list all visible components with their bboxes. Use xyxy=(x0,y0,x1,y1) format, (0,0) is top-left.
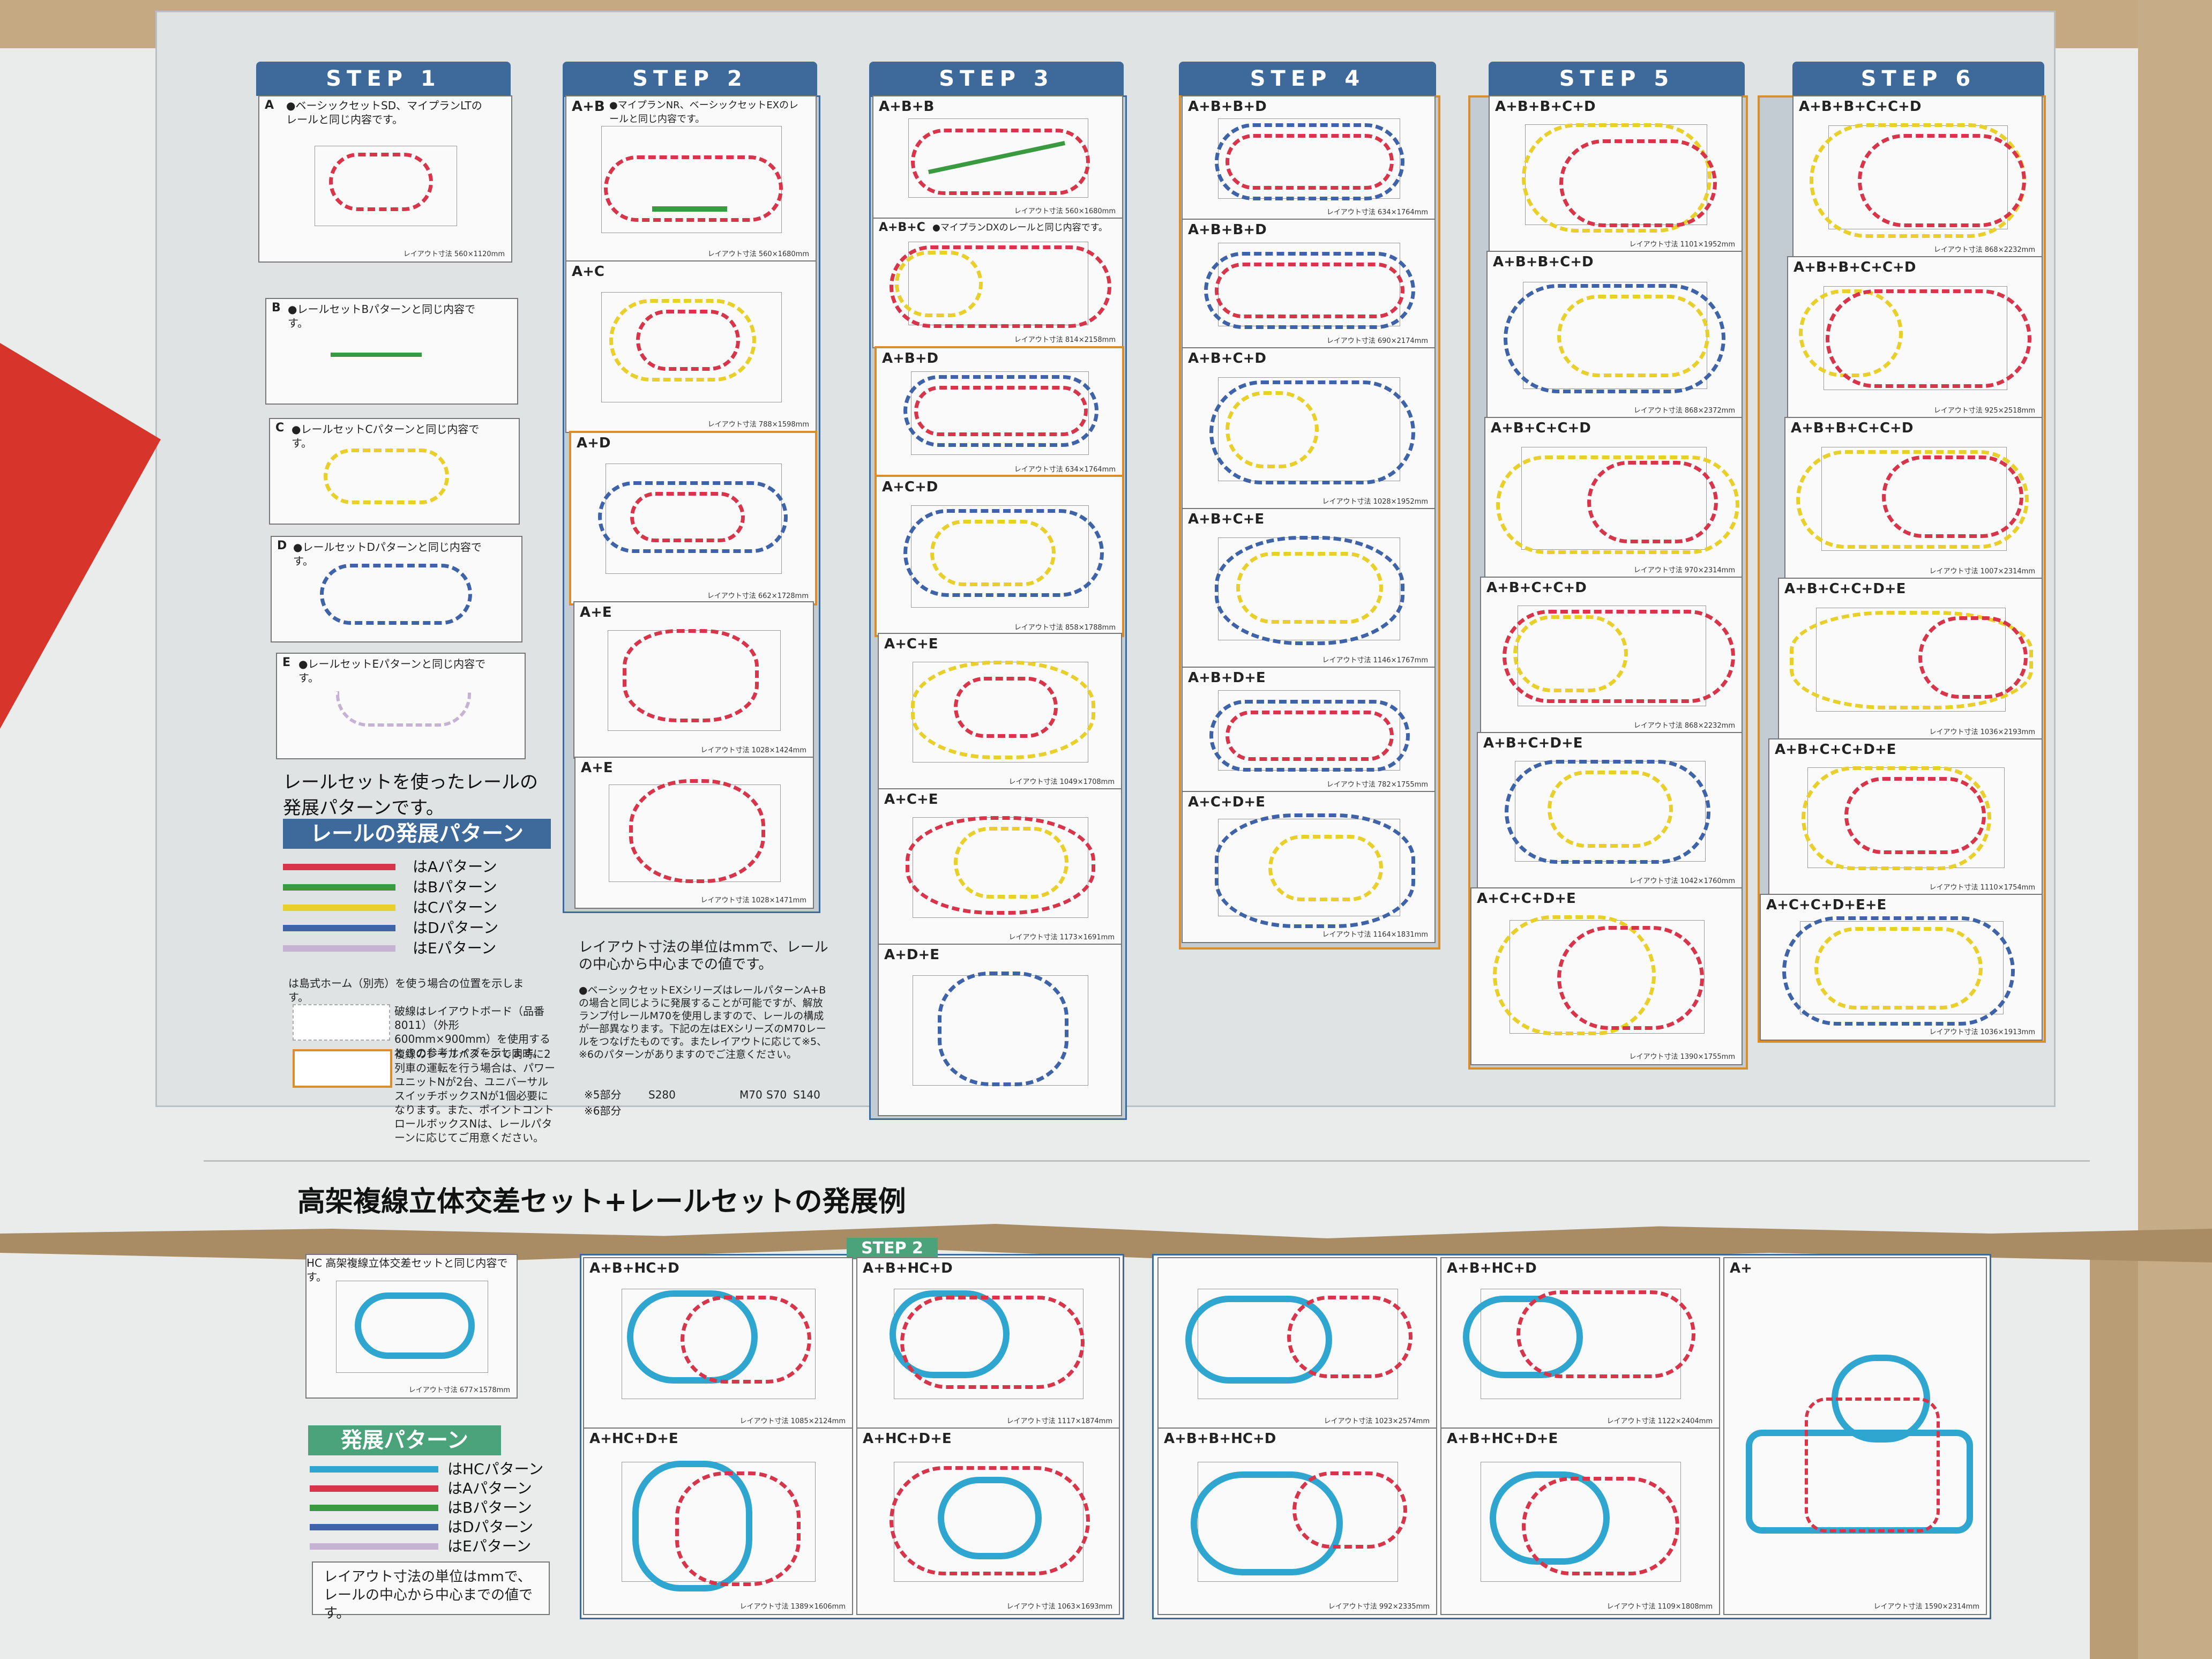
hc-panel-6: A+B+HC+D レイアウト寸法 1122×2404mm xyxy=(1440,1257,1720,1430)
hc-panel-7: A+B+B+HC+D レイアウト寸法 992×2335mm xyxy=(1157,1428,1437,1615)
part-s70: S70 xyxy=(766,1088,787,1101)
step4-tile-5: A+B+D+E レイアウト寸法 782×1755mm xyxy=(1182,667,1436,793)
legend-label-c: はCパターン xyxy=(413,899,498,916)
step2-tile-5: A+E レイアウト寸法 1028×1471mm xyxy=(574,757,814,909)
part-s140: S140 xyxy=(793,1088,820,1101)
part-m70: M70 xyxy=(739,1088,763,1101)
hc-panel-4: A+HC+D+E レイアウト寸法 1063×1693mm xyxy=(856,1428,1120,1615)
step-3-header: STEP 3 xyxy=(869,62,1124,96)
legend-bar-e xyxy=(283,945,395,952)
hc-legend-bar-hc xyxy=(310,1466,438,1473)
step4-tile-2: A+B+B+D レイアウト寸法 690×2174mm xyxy=(1182,219,1436,349)
hc-panel-5: レイアウト寸法 1023×2574mm xyxy=(1157,1257,1437,1430)
step1-tile-a: A ●ベーシックセットSD、マイプランLTのレールと同じ内容です。 レイアウト寸… xyxy=(258,95,512,263)
step2-tile-1: A+B ●マイプランNR、ベーシックセットEXのレールと同じ内容です。 レイアウ… xyxy=(565,95,817,263)
step-1-header: STEP 1 xyxy=(256,62,511,96)
step6-tile-6: A+C+C+D+E+E レイアウト寸法 1036×1913mm xyxy=(1760,894,2043,1041)
step2-tile-3: A+D レイアウト寸法 662×1728mm xyxy=(569,431,817,606)
multi-note: 複線のレールパターンで同時に2列車の運転を行う場合は、パワーユニットNが2台、ユ… xyxy=(394,1048,555,1144)
step1-tile-c: C ●レールセットCパターンと同じ内容です。 xyxy=(269,418,520,525)
legend-bar-d xyxy=(283,925,395,931)
multi-swatch xyxy=(293,1049,392,1088)
hc-legend-bar-e xyxy=(310,1543,438,1550)
step3-tile-7: A+D+E xyxy=(878,944,1122,1116)
units-note: レイアウト寸法の単位はmmで、レールの中心から中心までの値です。 xyxy=(579,939,828,973)
step4-tile-6: A+C+D+E レイアウト寸法 1164×1831mm xyxy=(1182,791,1436,943)
legend-label-b: はBパターン xyxy=(413,878,497,896)
step2-tile-4: A+E レイアウト寸法 1028×1424mm xyxy=(573,601,814,759)
legend-bar-a xyxy=(283,864,395,870)
step1-tile-e: E ●レールセットEパターンと同じ内容です。 xyxy=(276,653,526,759)
step6-tile-5: A+B+C+C+D+E レイアウト寸法 1110×1754mm xyxy=(1768,738,2043,896)
board-note: 破線はレイアウトボード（品番8011）（外形600mm×900mm）を使用すると… xyxy=(394,1005,551,1059)
step4-tile-4: A+B+C+E レイアウト寸法 1146×1767mm xyxy=(1182,508,1436,669)
legend-label-a: はAパターン xyxy=(413,858,497,876)
bottom-units-note-box: レイアウト寸法の単位はmmで、レールの中心から中心までの値です。 xyxy=(312,1561,550,1621)
step5-tile-6: A+C+C+D+E レイアウト寸法 1390×1755mm xyxy=(1470,887,1743,1065)
hc-legend-label-hc: はHCパターン xyxy=(447,1460,544,1478)
hc-legend-label-b: はBパターン xyxy=(447,1499,532,1516)
step-4-header: STEP 4 xyxy=(1179,62,1436,96)
hc-legend-label-e: はEパターン xyxy=(447,1537,532,1555)
legend-bar-b xyxy=(283,884,395,891)
step6-tile-2: A+B+B+C+C+D レイアウト寸法 925×2518mm xyxy=(1787,256,2043,419)
hc-panel-2: A+B+HC+D レイアウト寸法 1117×1874mm xyxy=(856,1257,1120,1430)
step1-tile-d: D ●レールセットDパターンと同じ内容です。 xyxy=(271,536,522,642)
board-swatch xyxy=(293,1004,390,1041)
hc-legend-bar-d xyxy=(310,1524,438,1530)
step5-tile-2: A+B+B+C+D レイアウト寸法 868×2372mm xyxy=(1486,251,1743,419)
hc-tile: HC 高架複線立体交差セットと同じ内容です。 レイアウト寸法 677×1578m… xyxy=(305,1254,518,1399)
cardboard-right xyxy=(2138,0,2212,1659)
step3-tile-2: A+B+C ●マイプランDXのレールと同じ内容です。 レイアウト寸法 814×2… xyxy=(872,218,1123,348)
step2-tab: STEP 2 xyxy=(847,1238,938,1259)
step-2-header: STEP 2 xyxy=(563,62,817,96)
step5-tile-5: A+B+C+D+E レイアウト寸法 1042×1760mm xyxy=(1477,732,1743,890)
legend-bar-c xyxy=(283,905,395,911)
hc-legend-label-d: はDパターン xyxy=(447,1518,534,1536)
step6-tile-1: A+B+B+C+C+D レイアウト寸法 868×2232mm xyxy=(1792,95,2043,258)
step-6-header: STEP 6 xyxy=(1792,62,2044,96)
legend-label-d: はDパターン xyxy=(413,919,499,937)
section-divider xyxy=(204,1160,2090,1162)
legend-intro: レールセットを使ったレールの発展パターンです。 xyxy=(283,772,538,819)
step-5-header: STEP 5 xyxy=(1489,62,1745,96)
step3-tile-5: A+C+E レイアウト寸法 1049×1708mm xyxy=(878,633,1122,790)
part-r5: ※5部分 xyxy=(584,1088,622,1101)
step4-tile-1: A+B+B+D レイアウト寸法 634×1764mm xyxy=(1182,95,1436,221)
step2-tile-2: A+C レイアウト寸法 788×1598mm xyxy=(565,260,817,433)
step4-tile-3: A+B+C+D レイアウト寸法 1028×1952mm xyxy=(1182,347,1436,510)
step5-tile-4: A+B+C+C+D レイアウト寸法 868×2232mm xyxy=(1480,577,1743,734)
hc-panel-9: A+ レイアウト寸法 1590×2314mm xyxy=(1723,1257,1987,1615)
hc-panel-8: A+B+HC+D+E レイアウト寸法 1109×1808mm xyxy=(1440,1428,1720,1615)
legend-heading: レールの発展パターン xyxy=(283,819,551,849)
part-r6: ※6部分 xyxy=(584,1104,622,1117)
ex-series-note: ●ベーシックセットEXシリーズはレールパターンA+Bの場合と同じように発展するこ… xyxy=(579,984,827,1060)
step5-tile-1: A+B+B+C+D レイアウト寸法 1101×1952mm xyxy=(1489,95,1743,253)
step3-tile-1: A+B+B レイアウト寸法 560×1680mm xyxy=(872,95,1123,220)
legend-label-e: はEパターン xyxy=(413,939,497,957)
step3-tile-6: A+C+E レイアウト寸法 1173×1691mm xyxy=(878,788,1122,946)
hc-panel-1: A+B+HC+D レイアウト寸法 1085×2124mm xyxy=(583,1257,853,1430)
step5-tile-3: A+B+C+C+D レイアウト寸法 970×2314mm xyxy=(1484,417,1743,579)
hc-legend-label-a: はAパターン xyxy=(447,1479,532,1497)
hc-panel-3: A+HC+D+E レイアウト寸法 1389×1606mm xyxy=(583,1428,853,1615)
hc-legend-heading: 発展パターン xyxy=(308,1425,501,1455)
hc-legend-bar-a xyxy=(310,1485,438,1492)
step6-tile-4: A+B+C+C+D+E レイアウト寸法 1036×2193mm xyxy=(1778,578,2043,741)
step1-tile-b: B ●レールセットBパターンと同じ内容です。 xyxy=(265,298,518,405)
part-s280: S280 xyxy=(648,1088,676,1101)
bottom-section-title: 高架複線立体交差セット+レールセットの発展例 xyxy=(297,1186,906,1218)
step3-tile-3: A+B+D レイアウト寸法 634×1764mm xyxy=(875,346,1124,479)
step6-tile-3: A+B+B+C+C+D レイアウト寸法 1007×2314mm xyxy=(1784,417,2043,580)
hc-legend-bar-b xyxy=(310,1505,438,1511)
platform-note: は島式ホーム（別売）を使う場合の位置を示します。 xyxy=(288,977,524,1004)
step3-tile-4: A+C+D レイアウト寸法 858×1788mm xyxy=(875,475,1124,637)
